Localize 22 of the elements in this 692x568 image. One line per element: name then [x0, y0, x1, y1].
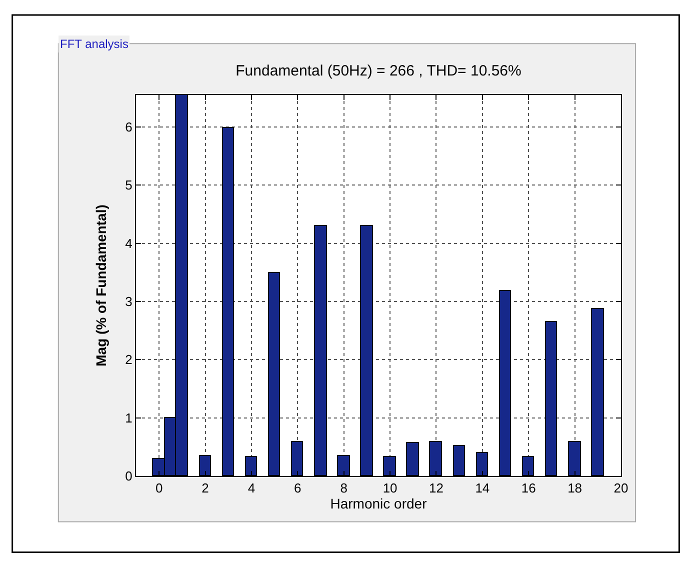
y-tick-label: 6 — [125, 120, 132, 135]
x-tick-label: 8 — [340, 480, 348, 496]
x-tick-label: 12 — [429, 480, 444, 496]
chart-title: Fundamental (50Hz) = 266 , THD= 10.56% — [236, 62, 522, 80]
y-tick-label: 1 — [125, 410, 132, 426]
x-tick-label: 0 — [155, 480, 163, 496]
text: FFT analysis — [60, 37, 128, 51]
y-tick-label: 5 — [125, 178, 132, 193]
x-tick-label: 14 — [475, 480, 490, 496]
y-axis-title: Mag (% of Fundamental) — [92, 204, 109, 366]
x-tick-label: 2 — [202, 480, 209, 496]
x-tick-label: 4 — [248, 480, 256, 496]
x-axis-title: Harmonic order — [330, 496, 428, 512]
x-tick-label: 6 — [294, 480, 302, 496]
x-tick-label: 18 — [568, 480, 582, 496]
x-tick-label: 10 — [382, 480, 398, 496]
y-tick-label: 4 — [125, 236, 132, 251]
x-tick-label: 20 — [614, 480, 628, 496]
y-tick-label: 3 — [125, 294, 132, 310]
y-tick-label: 0 — [125, 468, 132, 484]
y-tick-label: 2 — [125, 352, 132, 368]
x-tick-label: 16 — [521, 480, 536, 496]
